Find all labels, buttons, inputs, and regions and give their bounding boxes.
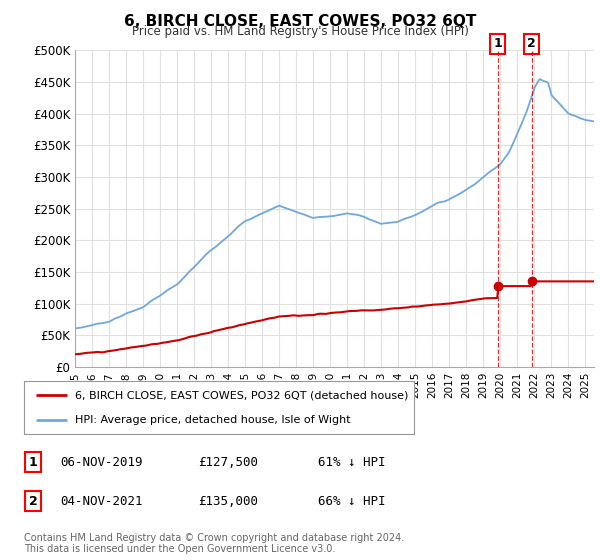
- Text: 61% ↓ HPI: 61% ↓ HPI: [318, 455, 386, 469]
- Text: Contains HM Land Registry data © Crown copyright and database right 2024.
This d: Contains HM Land Registry data © Crown c…: [24, 533, 404, 554]
- Text: Price paid vs. HM Land Registry's House Price Index (HPI): Price paid vs. HM Land Registry's House …: [131, 25, 469, 38]
- Text: 2: 2: [527, 38, 536, 50]
- Text: 2: 2: [29, 494, 37, 508]
- Text: 1: 1: [29, 455, 37, 469]
- Text: 04-NOV-2021: 04-NOV-2021: [60, 494, 143, 508]
- Text: 6, BIRCH CLOSE, EAST COWES, PO32 6QT (detached house): 6, BIRCH CLOSE, EAST COWES, PO32 6QT (de…: [75, 390, 408, 400]
- Text: 06-NOV-2019: 06-NOV-2019: [60, 455, 143, 469]
- Text: £127,500: £127,500: [198, 455, 258, 469]
- Text: 66% ↓ HPI: 66% ↓ HPI: [318, 494, 386, 508]
- Text: £135,000: £135,000: [198, 494, 258, 508]
- Text: 1: 1: [493, 38, 502, 50]
- Text: HPI: Average price, detached house, Isle of Wight: HPI: Average price, detached house, Isle…: [75, 414, 350, 424]
- Text: 6, BIRCH CLOSE, EAST COWES, PO32 6QT: 6, BIRCH CLOSE, EAST COWES, PO32 6QT: [124, 14, 476, 29]
